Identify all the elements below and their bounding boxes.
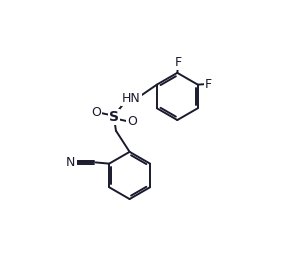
Text: F: F — [205, 78, 212, 91]
Text: F: F — [175, 56, 182, 69]
Text: S: S — [109, 110, 119, 124]
Text: HN: HN — [122, 92, 141, 105]
Text: N: N — [66, 156, 76, 169]
Text: O: O — [127, 115, 137, 128]
Text: O: O — [91, 106, 101, 119]
